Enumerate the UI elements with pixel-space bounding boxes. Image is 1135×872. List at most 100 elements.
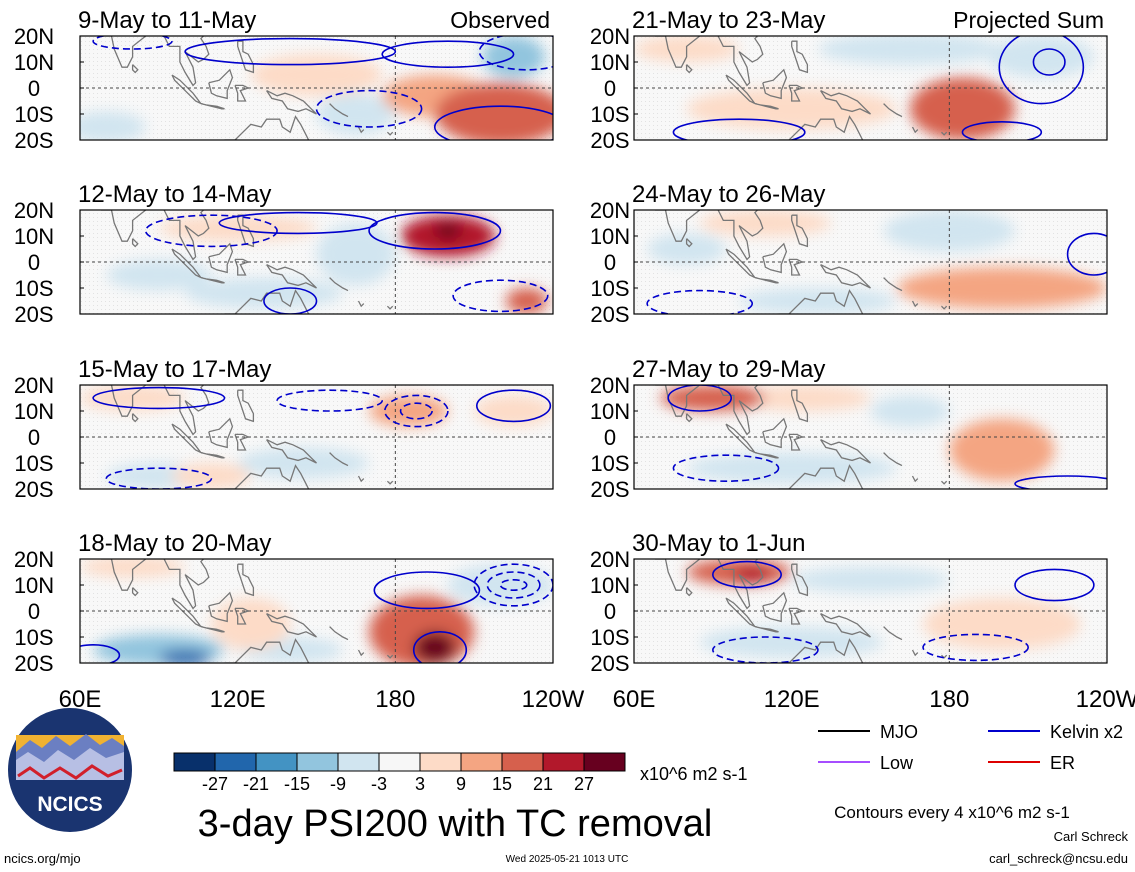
coastline: [788, 607, 804, 625]
colorbar-tick-label: -3: [371, 774, 387, 794]
contour-line: [263, 287, 318, 314]
coastline: [200, 625, 225, 633]
colorbar-swatch: [296, 752, 339, 772]
y-tick-label: 0: [28, 76, 40, 101]
column-label: Observed: [450, 7, 550, 33]
x-tick-label: 180: [929, 686, 969, 713]
coastline: [941, 305, 948, 310]
coastline: [224, 289, 310, 314]
colorbar: -27 -21 -15 -9 -3 3 9 15 21 27: [173, 752, 626, 794]
coastline: [329, 452, 349, 467]
anomaly-blob: [237, 447, 370, 479]
anomaly-blob: [909, 77, 1016, 140]
anomaly-blob: [369, 395, 448, 427]
anomaly-blob: [949, 418, 1055, 482]
y-tick-label: 20N: [590, 198, 630, 223]
coastline: [171, 74, 202, 105]
coastline: [655, 210, 701, 242]
contour-line: [922, 633, 1029, 662]
coastline: [101, 559, 147, 591]
colorbar-swatch: [214, 752, 257, 772]
coastline: [941, 480, 948, 485]
coastline: [791, 214, 809, 248]
anomaly-blob: [699, 210, 832, 236]
anomaly-blob: [686, 452, 897, 484]
anomaly-blob: [647, 233, 726, 265]
coastline: [754, 451, 779, 459]
y-tick-label: 0: [604, 76, 616, 101]
colorbar-tick-label: 15: [492, 774, 512, 794]
contour-line: [105, 467, 213, 489]
y-tick-label: 10N: [590, 573, 630, 598]
map-panel: 21-May to 23-May Projected Sum 20N10N010S2…: [590, 7, 1108, 153]
coastline: [131, 587, 139, 597]
coastline: [941, 654, 948, 659]
coastline: [791, 389, 809, 423]
anomaly-blob: [954, 275, 997, 301]
contour-line: [276, 389, 383, 412]
colorbar-swatch: [255, 752, 298, 772]
contour-legend: MJO Kelvin x2 Low ER: [818, 722, 1123, 773]
colorbar-tick-label: -21: [243, 774, 269, 794]
colorbar-tick-label: 21: [533, 774, 553, 794]
contour-line: [412, 631, 468, 663]
y-tick-label: 10N: [590, 224, 630, 249]
coastline: [266, 264, 317, 289]
contour-line: [92, 36, 173, 50]
colorbar-swatch: [419, 752, 462, 772]
coastline: [200, 276, 225, 284]
coastline: [101, 210, 147, 242]
coastline: [163, 36, 210, 87]
y-tick-label: 10S: [590, 625, 629, 650]
contour-line: [1066, 232, 1107, 276]
coastline: [754, 102, 779, 110]
colorbar-swatch: [542, 752, 585, 772]
coastline: [329, 277, 349, 292]
anomaly-blob: [923, 598, 1081, 650]
anomaly-blob: [505, 288, 548, 314]
anomaly-blob: [896, 267, 1107, 309]
x-tick-label: 120E: [210, 686, 266, 713]
coastline: [163, 385, 210, 436]
panel-title: 12-May to 14-May: [78, 181, 271, 208]
colorbar-swatch: [337, 752, 380, 772]
coastline: [911, 126, 919, 134]
coastline: [131, 238, 139, 248]
anomaly-blob: [447, 564, 553, 606]
anomaly-shading: [660, 385, 1055, 484]
coastline: [820, 264, 871, 289]
y-tick-label: 10S: [590, 102, 629, 127]
y-tick-label: 0: [604, 599, 616, 624]
y-tick-label: 10N: [14, 399, 54, 424]
anomaly-blob: [316, 93, 396, 135]
coastline: [163, 559, 210, 610]
contour-line: [646, 289, 754, 314]
coastline: [778, 464, 864, 489]
colorbar-tick-label: 3: [415, 774, 425, 794]
panel-title: 30-May to 1-Jun: [632, 530, 805, 557]
y-tick-label: 10S: [590, 276, 629, 301]
coastline: [208, 68, 234, 100]
coastline: [725, 248, 756, 279]
y-tick-label: 20N: [14, 24, 54, 49]
anomaly-blob: [413, 631, 456, 663]
colorbar-swatch: [378, 752, 421, 772]
y-tick-label: 20S: [590, 477, 629, 502]
contour-line: [499, 578, 528, 591]
coastline: [788, 433, 804, 451]
y-tick-label: 20N: [590, 373, 630, 398]
coastline: [266, 439, 317, 464]
anomaly-blob: [817, 36, 1002, 65]
anomaly-blob: [158, 215, 317, 242]
y-tick-label: 20S: [590, 651, 629, 676]
x-tick-label: 120E: [764, 686, 820, 713]
coastline: [788, 84, 804, 102]
x-axis-ticks: 60E 120E 180 120W 60E 120E 180 120W: [59, 686, 1135, 713]
coastline: [883, 626, 903, 641]
coastline: [685, 413, 693, 423]
contour-line: [218, 211, 378, 235]
contour-line: [672, 118, 806, 140]
coastline: [208, 242, 234, 274]
coastline: [778, 115, 864, 140]
